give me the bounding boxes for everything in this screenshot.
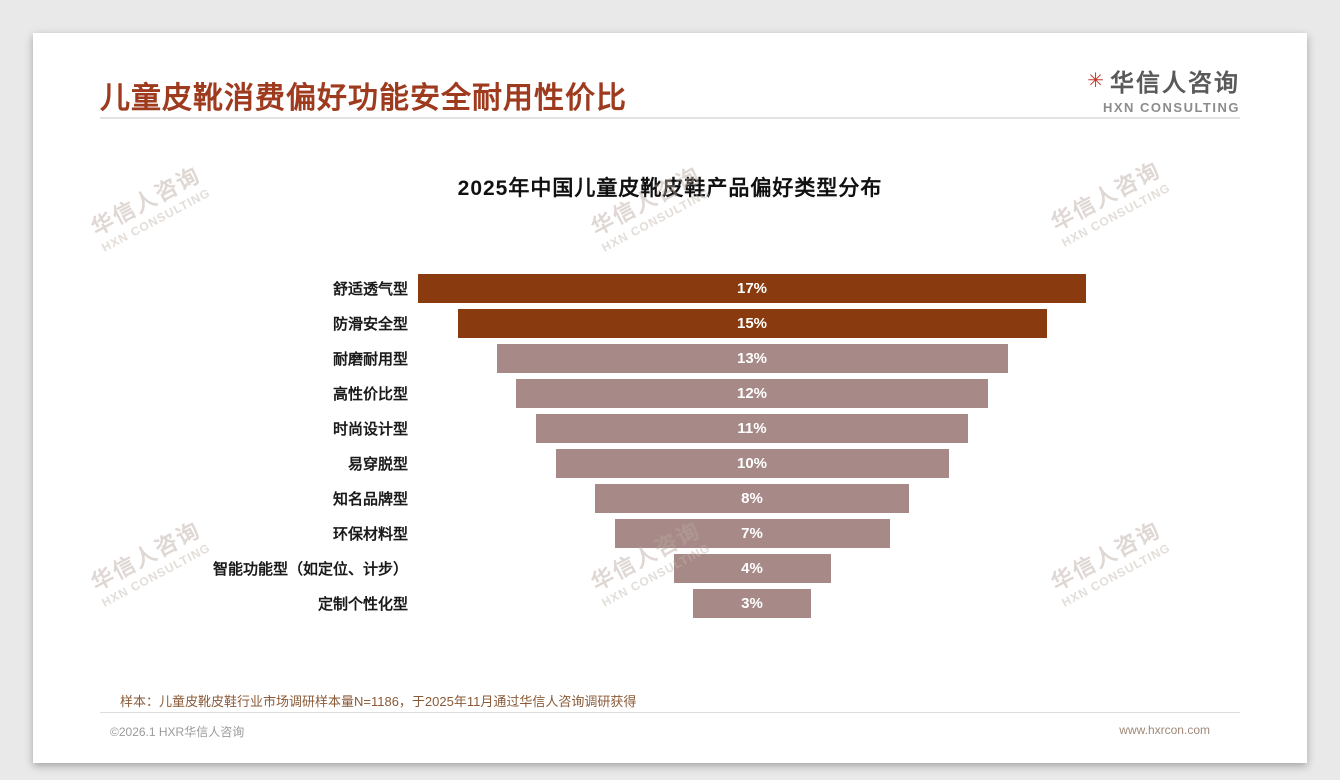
chart-row: 智能功能型（如定位、计步） 4% (33, 551, 1307, 586)
bar-value-label: 10% (736, 455, 768, 472)
bar-value-label: 7% (741, 525, 763, 542)
category-label: 高性价比型 (332, 386, 408, 403)
category-label: 环保材料型 (332, 526, 408, 543)
chart-row: 易穿脱型 10% (33, 446, 1307, 481)
logo-icon: ✳ (1087, 69, 1104, 92)
chart-row: 知名品牌型 8% (33, 481, 1307, 516)
bar: 13% (496, 344, 1008, 373)
category-label: 耐磨耐用型 (332, 351, 408, 368)
header-divider (100, 117, 1240, 119)
bar-value-label: 13% (736, 350, 768, 367)
logo-text-en: HXN CONSULTING (1102, 100, 1240, 115)
bar-zone: 11% (418, 414, 1086, 443)
bar-zone: 12% (418, 379, 1086, 408)
chart-row: 定制个性化型 3% (33, 586, 1307, 621)
bar-zone: 3% (418, 589, 1086, 618)
category-label: 定制个性化型 (317, 596, 408, 613)
bar-value-label: 15% (736, 315, 768, 332)
chart-row: 高性价比型 12% (33, 376, 1307, 411)
logo-text-cn: 华信人咨询 (1110, 70, 1240, 97)
category-label: 舒适透气型 (332, 281, 408, 298)
bar-value-label: 12% (736, 385, 768, 402)
bar: 8% (595, 484, 909, 513)
bar-zone: 7% (418, 519, 1086, 548)
bar-value-label: 11% (737, 420, 767, 437)
category-label: 智能功能型（如定位、计步） (212, 561, 408, 578)
chart-row: 时尚设计型 11% (33, 411, 1307, 446)
copyright-text: ©2026.1 HXR华信人咨询 (110, 725, 245, 739)
bar: 12% (516, 379, 988, 408)
bar: 17% (418, 274, 1086, 303)
bar-zone: 4% (418, 554, 1086, 583)
slide: 儿童皮靴消费偏好功能安全耐用性价比 ✳ 华信人咨询 HXN CONSULTING… (33, 33, 1307, 763)
chart-title: 2025年中国儿童皮靴皮鞋产品偏好类型分布 (457, 177, 883, 200)
logo: ✳ 华信人咨询 HXN CONSULTING (1087, 63, 1240, 115)
bar: 11% (536, 414, 968, 443)
website-url: www.hxrcon.com (1119, 723, 1210, 737)
bar: 10% (555, 449, 949, 478)
bar-zone: 15% (418, 309, 1086, 338)
bar-zone: 8% (418, 484, 1086, 513)
funnel-bar-chart: 舒适透气型 17% 防滑安全型 15% 耐磨耐用型 13% 高性价比型 12% 时尚设计型 11%… (33, 271, 1307, 621)
footer-divider (100, 712, 1240, 713)
footer: ©2026.1 HXR华信人咨询 www.hxrcon.com (110, 723, 1210, 740)
category-label: 知名品牌型 (332, 491, 408, 508)
header: 儿童皮靴消费偏好功能安全耐用性价比 ✳ 华信人咨询 HXN CONSULTING (33, 33, 1307, 119)
chart-row: 环保材料型 7% (33, 516, 1307, 551)
bar: 7% (614, 519, 890, 548)
category-label: 防滑安全型 (332, 316, 408, 333)
sample-footnote: 样本：儿童皮靴皮鞋行业市场调研样本量N=1186，于2025年11月通过华信人咨… (120, 694, 637, 709)
bar: 15% (457, 309, 1047, 338)
bar: 3% (693, 589, 811, 618)
chart-row: 防滑安全型 15% (33, 306, 1307, 341)
bar-zone: 17% (418, 274, 1086, 303)
bar: 4% (673, 554, 831, 583)
category-label: 时尚设计型 (332, 421, 408, 438)
category-label: 易穿脱型 (347, 456, 408, 473)
page-title: 儿童皮靴消费偏好功能安全耐用性价比 (100, 82, 627, 115)
bar-value-label: 8% (741, 490, 763, 507)
bar-value-label: 4% (741, 560, 763, 577)
bar-value-label: 17% (736, 280, 768, 297)
chart-row: 舒适透气型 17% (33, 271, 1307, 306)
chart-row: 耐磨耐用型 13% (33, 341, 1307, 376)
bar-zone: 13% (418, 344, 1086, 373)
bar-value-label: 3% (741, 595, 763, 612)
bar-zone: 10% (418, 449, 1086, 478)
